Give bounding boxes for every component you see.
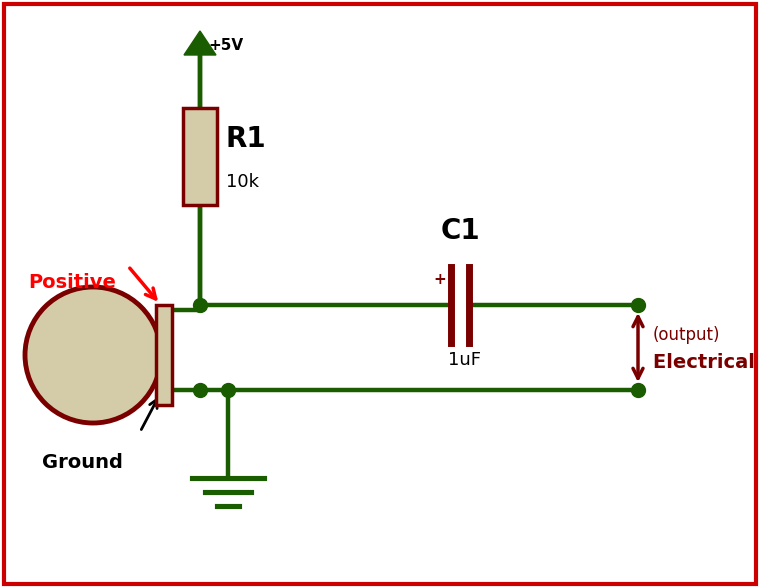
Text: Positive: Positive (28, 272, 116, 292)
Text: (output): (output) (653, 326, 720, 345)
Text: +5V: +5V (208, 38, 243, 53)
Text: 10k: 10k (226, 173, 259, 191)
Polygon shape (184, 31, 216, 55)
Text: R1: R1 (226, 125, 267, 153)
Text: 1uF: 1uF (448, 351, 482, 369)
Text: +: + (433, 272, 446, 287)
Text: C1: C1 (440, 217, 480, 245)
Bar (156, 305, 172, 405)
Bar (183, 108, 217, 205)
Circle shape (25, 287, 161, 423)
Text: Ground: Ground (42, 453, 123, 472)
Text: Electrical Signals: Electrical Signals (653, 353, 760, 372)
